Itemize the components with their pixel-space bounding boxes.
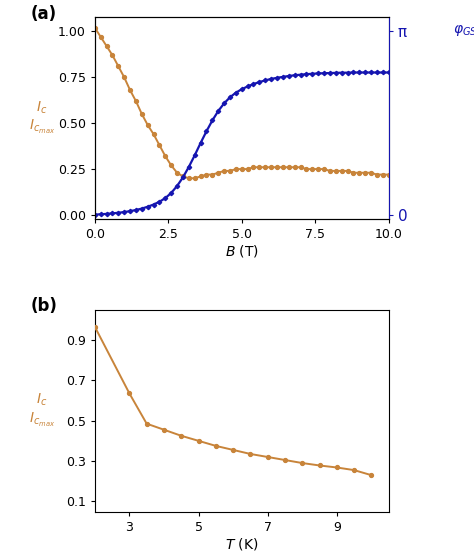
Y-axis label: $\varphi_{GS}$: $\varphi_{GS}$ [453, 23, 474, 38]
Y-axis label: $I_c$
$I_{c_{max}}$: $I_c$ $I_{c_{max}}$ [29, 99, 55, 136]
Text: (a): (a) [30, 4, 56, 23]
X-axis label: $T$ (K): $T$ (K) [225, 537, 258, 552]
Text: (b): (b) [30, 297, 57, 315]
X-axis label: $B$ (T): $B$ (T) [225, 244, 259, 260]
Y-axis label: $I_c$
$I_{c_{max}}$: $I_c$ $I_{c_{max}}$ [29, 392, 55, 429]
